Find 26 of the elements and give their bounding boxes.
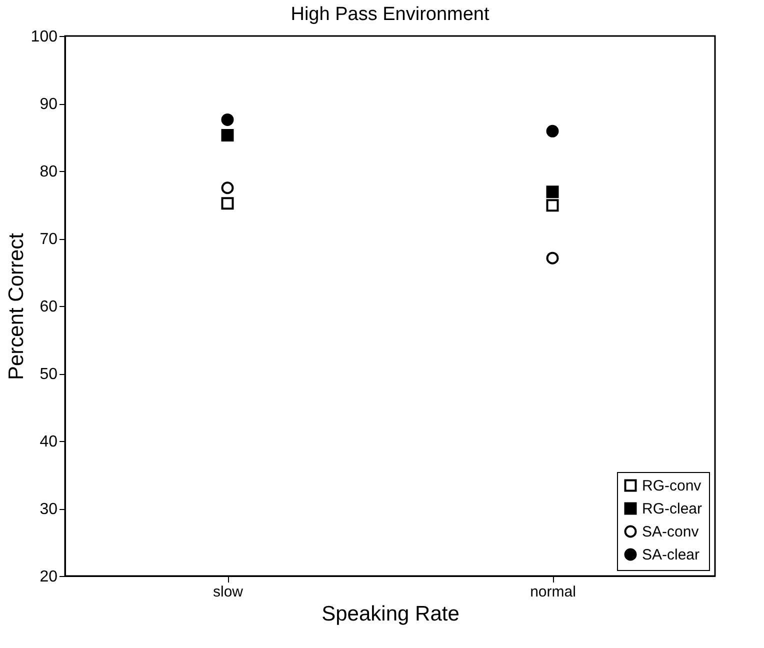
y-tick-label: 70 bbox=[40, 231, 58, 248]
x-tick-label: normal bbox=[530, 584, 576, 600]
y-tick-label: 80 bbox=[40, 164, 58, 180]
x-tick-label: slow bbox=[212, 584, 244, 600]
point bbox=[546, 186, 559, 198]
y-tick-label: 40 bbox=[40, 434, 58, 450]
point bbox=[221, 128, 234, 142]
y-tick-label: 100 bbox=[30, 28, 58, 46]
y-tick-label: 50 bbox=[40, 366, 58, 383]
y-tick-label: 30 bbox=[40, 501, 58, 518]
y-tick-label: 60 bbox=[40, 298, 58, 316]
legend-label: RG-clear bbox=[642, 500, 702, 518]
point bbox=[546, 124, 559, 138]
legend-label: SA-clear bbox=[642, 546, 700, 564]
point bbox=[221, 197, 234, 210]
y-axis-title: Percent Correct bbox=[4, 232, 28, 380]
point bbox=[221, 182, 234, 194]
y-tick-label: 20 bbox=[40, 568, 58, 586]
legend-label: SA-conv bbox=[642, 524, 700, 540]
point bbox=[221, 113, 234, 126]
point bbox=[546, 199, 559, 212]
legend-label: RG-conv bbox=[642, 478, 702, 494]
point bbox=[546, 252, 559, 264]
y-tick-label: 90 bbox=[40, 96, 58, 113]
x-axis-title: Speaking Rate bbox=[322, 602, 460, 626]
chart-title: High Pass Environment bbox=[290, 4, 490, 25]
